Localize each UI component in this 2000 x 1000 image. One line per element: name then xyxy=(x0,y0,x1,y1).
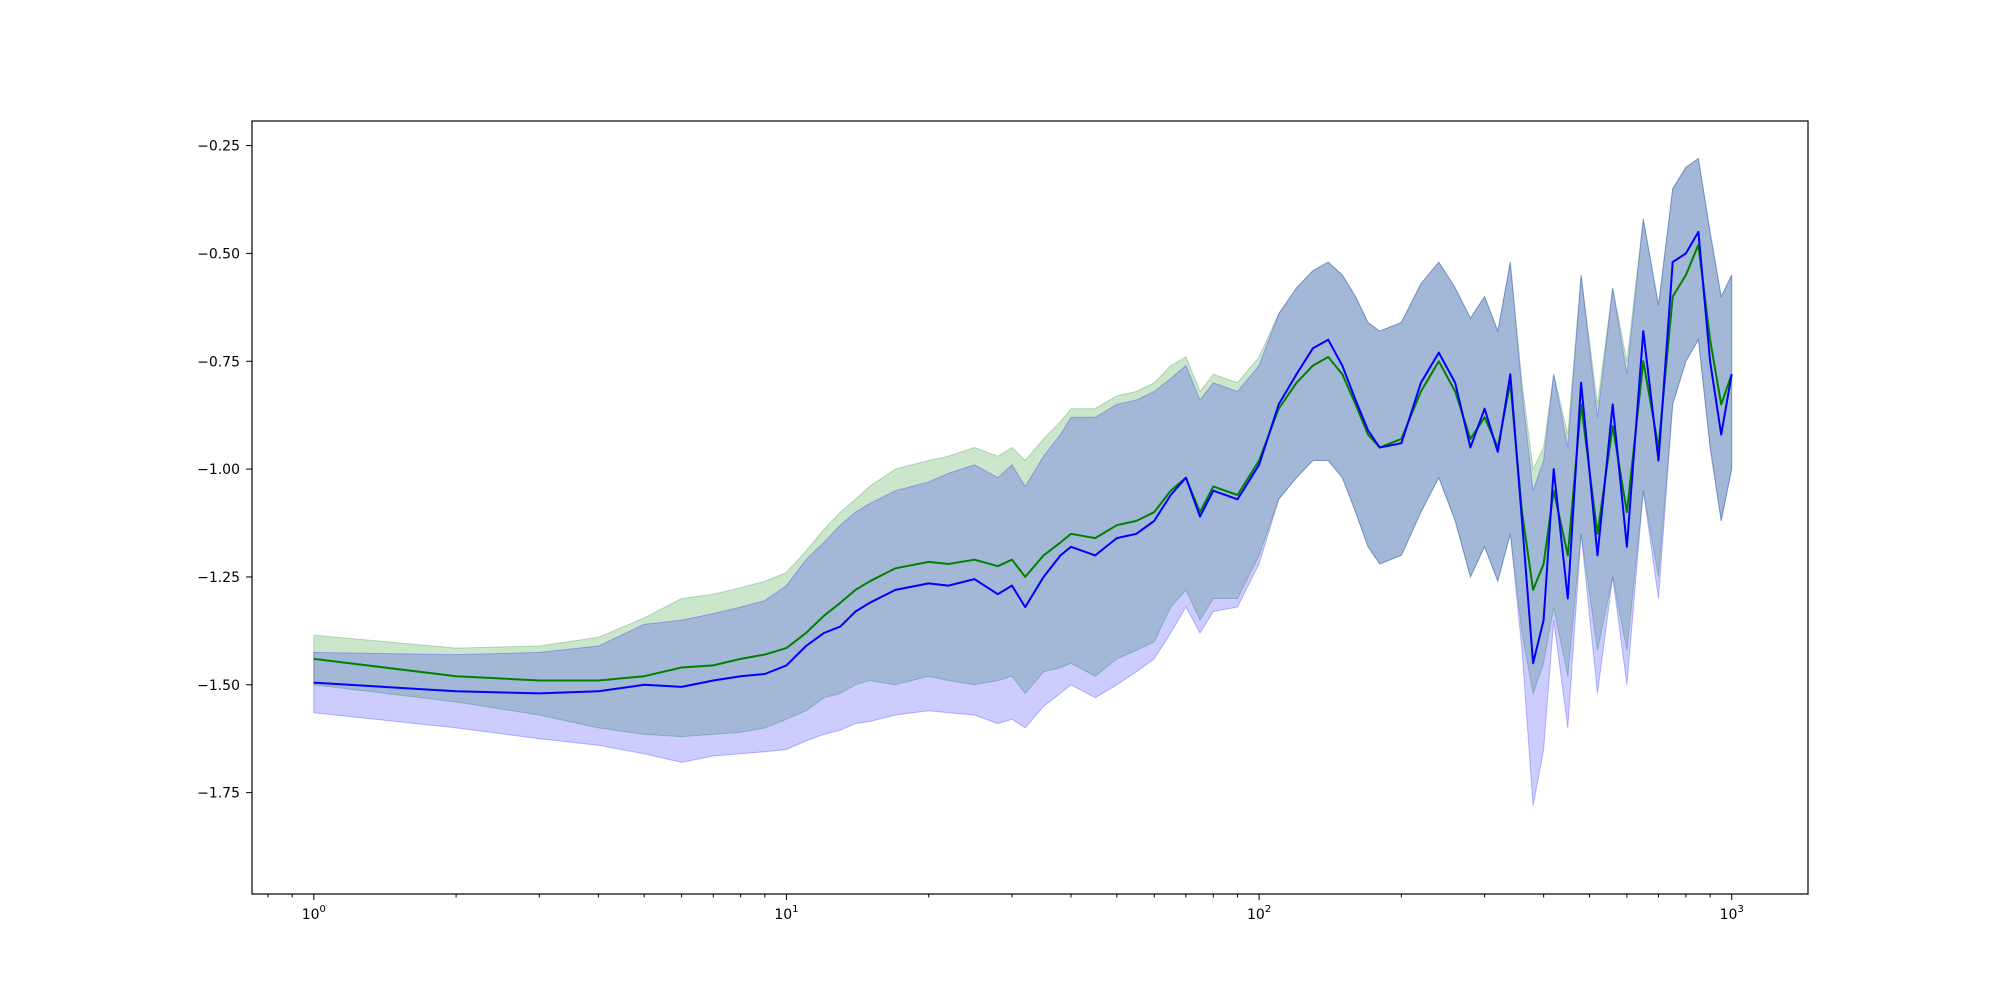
y-axis: −0.25 −0.50 −0.75 −1.00 −1.25 −1.50 −1.75 xyxy=(197,139,252,802)
x-tick-label: 103 xyxy=(1720,904,1744,923)
x-axis: 100 101 102 103 xyxy=(267,894,1744,923)
x-tick-label: 102 xyxy=(1247,904,1271,923)
y-tick-label: −1.50 xyxy=(197,678,240,694)
x-tick-label: 100 xyxy=(302,904,326,923)
y-tick-label: −1.00 xyxy=(197,462,240,478)
series-1-line xyxy=(313,230,1733,695)
x-tick-label: 101 xyxy=(774,904,798,923)
y-tick-label: −0.75 xyxy=(197,354,240,370)
confidence-bands xyxy=(313,157,1733,806)
y-tick-label: −1.25 xyxy=(197,570,240,586)
plot-frame xyxy=(251,120,1809,895)
series-1-band xyxy=(313,157,1733,806)
y-tick-label: −0.25 xyxy=(197,139,240,155)
y-tick-label: −0.50 xyxy=(197,246,240,262)
series-lines xyxy=(313,230,1733,695)
y-tick-label: −1.75 xyxy=(197,786,240,802)
series-0-band xyxy=(313,157,1733,738)
